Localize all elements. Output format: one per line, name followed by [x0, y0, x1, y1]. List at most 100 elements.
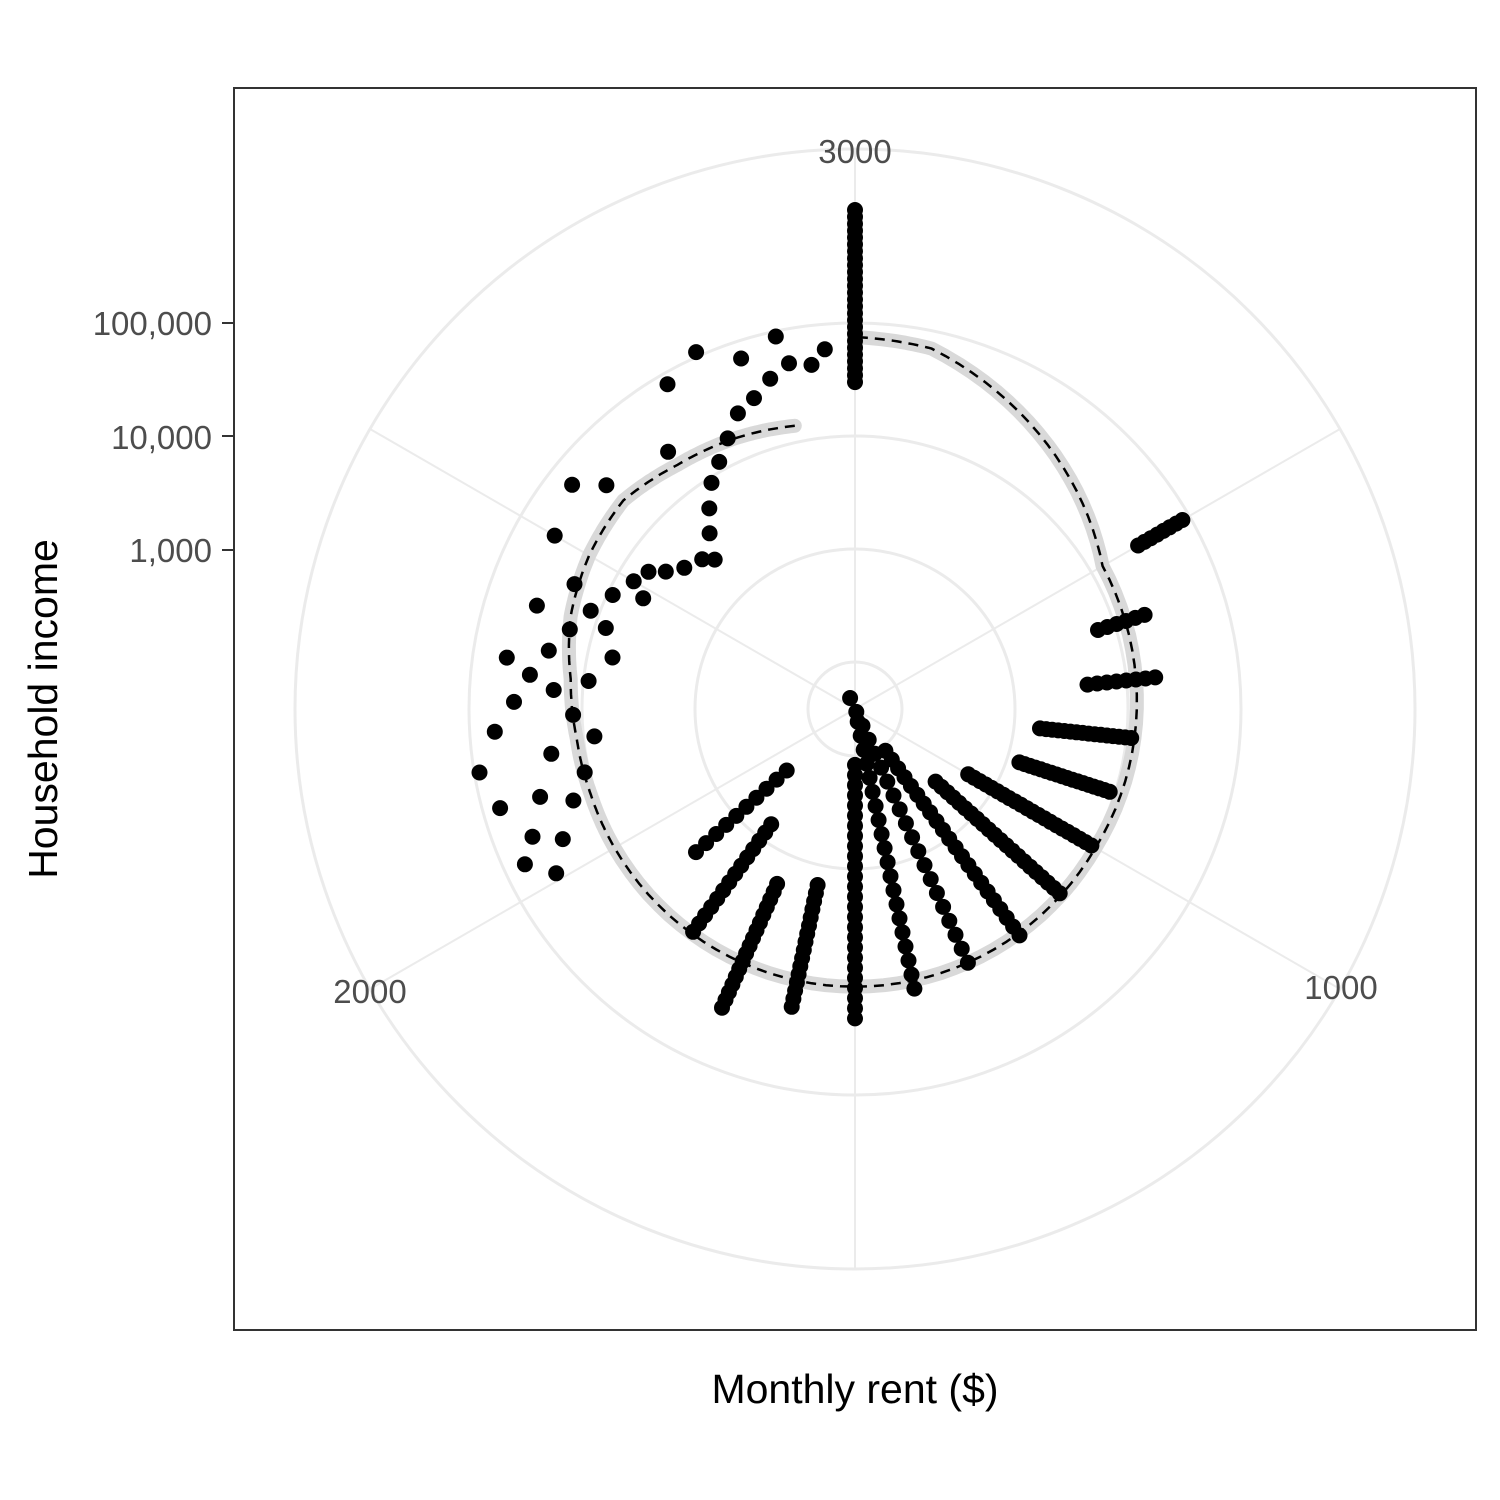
- cluster-point-7-9: [876, 840, 893, 857]
- cluster-point-5-15: [783, 998, 800, 1015]
- cluster-point-0-25: [847, 202, 863, 218]
- cluster-point-8-8: [891, 801, 908, 818]
- cluster-point-7-11: [882, 868, 899, 885]
- scatter-point-26: [701, 500, 718, 517]
- smooth-trend: [561, 330, 1144, 994]
- cluster-point-8-17: [947, 926, 964, 943]
- scatter-point-42: [565, 792, 582, 809]
- cluster-point-8-6: [879, 773, 896, 790]
- scatter-point-0: [657, 563, 674, 580]
- scatter-point-17: [540, 642, 557, 659]
- cluster-point-8-19: [959, 954, 976, 971]
- cluster-point-4-16: [714, 999, 730, 1016]
- scatter-point-36: [528, 597, 545, 614]
- cluster-point-11-21: [1083, 837, 1100, 854]
- cluster-point-3-13: [685, 923, 702, 940]
- cluster-point-8-1: [848, 703, 865, 720]
- cluster-point-8-13: [922, 871, 939, 888]
- cluster-point-8-18: [953, 940, 970, 957]
- cluster-point-8-10: [904, 829, 921, 846]
- scatter-point-22: [640, 563, 657, 580]
- scatter-point-24: [706, 551, 723, 568]
- scatter-point-4: [604, 649, 621, 666]
- cluster-point-7-16: [897, 938, 914, 955]
- scatter-point-43: [554, 831, 571, 848]
- scatter-point-31: [746, 390, 762, 407]
- theta-tick-label-1000: 1000: [1304, 969, 1377, 1006]
- scatter-point-41: [576, 764, 593, 781]
- scatter-point-32: [762, 370, 779, 387]
- scatter-point-3: [597, 620, 614, 636]
- cluster-point-7-12: [885, 882, 902, 899]
- scatter-point-5: [580, 673, 597, 689]
- scatter-point-29: [719, 430, 736, 447]
- scatter-point-13: [471, 764, 488, 781]
- scatter-point-14: [486, 723, 503, 740]
- panel-border: [233, 87, 1477, 1331]
- scatter-point-11: [548, 865, 565, 882]
- cluster-point-14-7: [1147, 669, 1164, 686]
- radial-tick-label-1000: 1,000: [129, 532, 212, 569]
- scatter-point-27: [703, 474, 720, 491]
- scatter-point-10: [516, 856, 533, 873]
- scatter-point-2: [635, 590, 652, 607]
- scatter-point-37: [566, 576, 583, 593]
- scatter-point-20: [604, 587, 621, 603]
- scatter-point-50: [767, 328, 784, 345]
- cluster-point-2-9: [688, 844, 704, 861]
- cluster-point-7-13: [888, 896, 905, 913]
- x-axis-title: Monthly rent ($): [711, 1366, 998, 1412]
- cluster-point-16-7: [1174, 512, 1191, 528]
- cluster-point-7-18: [903, 966, 920, 983]
- cluster-point-12-17: [1101, 783, 1118, 800]
- cluster-point-9-21: [1011, 927, 1028, 944]
- scatter-point-6: [565, 706, 582, 723]
- cluster-point-8-16: [941, 912, 958, 929]
- radial-tick-label-10000: 10,000: [111, 419, 212, 456]
- scatter-point-40: [586, 728, 603, 745]
- cluster-point-8-14: [928, 885, 945, 901]
- angular-grid-spoke-1: [369, 428, 856, 710]
- scatter-point-45: [564, 476, 581, 493]
- scatter-point-8: [532, 788, 549, 805]
- cluster-point-8-3: [860, 731, 877, 748]
- cluster-point-8-15: [935, 898, 952, 915]
- scatter-point-34: [803, 356, 820, 373]
- radial-tick-label-100000: 100,000: [93, 305, 212, 342]
- scatter-point-48: [659, 376, 676, 393]
- scatter-point-18: [561, 621, 578, 638]
- cluster-point-8-9: [897, 815, 914, 832]
- cluster-point-10-21: [1051, 885, 1068, 902]
- scatter-point-9: [524, 828, 541, 845]
- cluster-point-7-14: [891, 910, 908, 927]
- scatter-point-7: [543, 745, 560, 762]
- scatter-point-38: [498, 649, 515, 666]
- scatter-point-23: [676, 559, 693, 576]
- scatter-point-28: [711, 453, 728, 470]
- scatter-point-21: [625, 573, 642, 590]
- scatter-point-51: [733, 350, 750, 367]
- scatter-point-35: [816, 341, 833, 358]
- cluster-point-7-17: [900, 952, 917, 969]
- cluster-point-7-7: [870, 812, 887, 828]
- cluster-point-8-12: [916, 857, 933, 874]
- cluster-point-8-7: [885, 787, 902, 804]
- cluster-point-7-10: [879, 854, 896, 871]
- cluster-point-8-0: [842, 690, 859, 706]
- theta-tick-label-3000: 3000: [818, 133, 891, 170]
- cluster-point-7-19: [906, 980, 923, 997]
- cluster-point-6-25: [847, 1010, 863, 1027]
- data-points: [471, 202, 1191, 1027]
- scatter-point-46: [598, 477, 615, 494]
- scatter-point-16: [521, 666, 538, 683]
- scatter-point-25: [701, 525, 718, 542]
- cluster-point-7-5: [864, 783, 881, 800]
- scatter-point-39: [545, 682, 562, 698]
- cluster-point-13-15: [1123, 730, 1140, 746]
- scatter-point-47: [660, 443, 677, 460]
- scatter-point-12: [492, 800, 509, 817]
- scatter-point-19: [582, 602, 599, 619]
- y-axis-title: Household income: [20, 539, 66, 879]
- smooth-trend-line: [567, 335, 1139, 988]
